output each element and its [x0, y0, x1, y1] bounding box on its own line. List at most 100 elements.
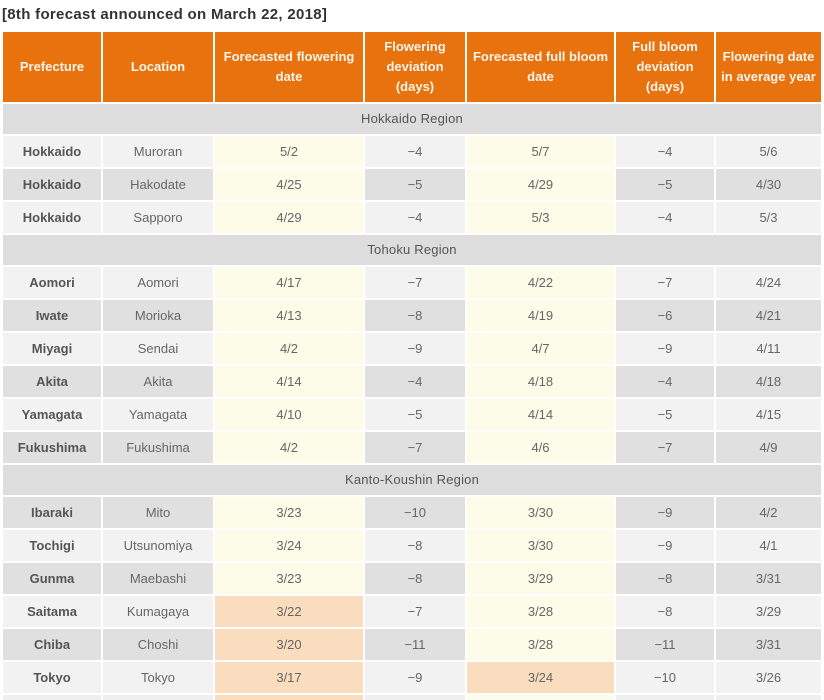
full-bloom-date-cell: 3/24: [467, 662, 614, 693]
flowering-date-cell: 4/13: [215, 300, 363, 331]
table-header-row: Prefecture Location Forecasted flowering…: [3, 32, 821, 102]
table-row: Tochigi Utsunomiya 3/24 −8 3/30 −9 4/1: [3, 530, 821, 561]
average-year-date-cell: 4/15: [716, 399, 821, 430]
table-row: Hokkaido Sapporo 4/29 −4 5/3 −4 5/3: [3, 202, 821, 233]
flowering-date-cell: 3/20: [215, 629, 363, 660]
full-bloom-date-cell: 5/3: [467, 202, 614, 233]
flowering-deviation-cell: −5: [365, 169, 465, 200]
flowering-deviation-cell: −7: [365, 596, 465, 627]
full-bloom-deviation-cell: −5: [616, 399, 714, 430]
flowering-date-cell: 4/14: [215, 366, 363, 397]
prefecture-cell: Chiba: [3, 629, 101, 660]
prefecture-cell: Hokkaido: [3, 169, 101, 200]
prefecture-cell: Tochigi: [3, 530, 101, 561]
flowering-deviation-cell: −4: [365, 136, 465, 167]
table-row: Hokkaido Muroran 5/2 −4 5/7 −4 5/6: [3, 136, 821, 167]
full-bloom-date-cell: 3/28: [467, 596, 614, 627]
full-bloom-deviation-cell: −6: [616, 300, 714, 331]
full-bloom-deviation-cell: −4: [616, 202, 714, 233]
average-year-date-cell: 3/29: [716, 596, 821, 627]
average-year-date-cell: 5/3: [716, 202, 821, 233]
prefecture-cell: Tokyo: [3, 662, 101, 693]
full-bloom-deviation-cell: −9: [616, 497, 714, 528]
table-row: Fukushima Fukushima 4/2 −7 4/6 −7 4/9: [3, 432, 821, 463]
region-header-row: Hokkaido Region: [3, 104, 821, 134]
flowering-date-cell: 4/17: [215, 267, 363, 298]
full-bloom-date-cell: 3/30: [467, 497, 614, 528]
full-bloom-deviation-cell: −4: [616, 136, 714, 167]
prefecture-cell: Miyagi: [3, 333, 101, 364]
flowering-date-cell: 4/25: [215, 169, 363, 200]
average-year-date-cell: 3/31: [716, 563, 821, 594]
table-row: Gunma Maebashi 3/23 −8 3/29 −8 3/31: [3, 563, 821, 594]
flowering-date-cell: 3/23: [215, 497, 363, 528]
flowering-deviation-cell: −9: [365, 333, 465, 364]
flowering-date-cell: 3/22: [215, 596, 363, 627]
region-title: Hokkaido Region: [3, 104, 821, 134]
average-year-date-cell: 4/11: [716, 333, 821, 364]
flowering-deviation-cell: −5: [365, 399, 465, 430]
average-year-date-cell: 4/2: [716, 497, 821, 528]
col-header-prefecture: Prefecture: [3, 32, 101, 102]
full-bloom-deviation-cell: −8: [616, 563, 714, 594]
table-header: Prefecture Location Forecasted flowering…: [3, 32, 821, 102]
location-cell: Yamagata: [103, 399, 213, 430]
full-bloom-deviation-cell: −7: [616, 267, 714, 298]
flowering-date-cell: 4/29: [215, 202, 363, 233]
prefecture-cell: Hokkaido: [3, 136, 101, 167]
prefecture-cell: Akita: [3, 366, 101, 397]
flowering-deviation-cell: −4: [365, 366, 465, 397]
flowering-deviation-cell: −4: [365, 202, 465, 233]
average-year-date-cell: 4/1: [716, 530, 821, 561]
table-row: Aomori Aomori 4/17 −7 4/22 −7 4/24: [3, 267, 821, 298]
table-row: Chiba Choshi 3/20 −11 3/28 −11 3/31: [3, 629, 821, 660]
full-bloom-date-cell: 3/30: [467, 530, 614, 561]
full-bloom-date-cell: 5/7: [467, 136, 614, 167]
location-cell: Kumagaya: [103, 596, 213, 627]
average-year-date-cell: 3/31: [716, 629, 821, 660]
full-bloom-deviation-cell: −5: [616, 169, 714, 200]
full-bloom-date-cell: [467, 695, 614, 700]
location-cell: Morioka: [103, 300, 213, 331]
prefecture-cell: Hokkaido: [3, 202, 101, 233]
location-cell: Sendai: [103, 333, 213, 364]
region-title: Kanto-Koushin Region: [3, 465, 821, 495]
col-header-flowering-deviation: Flowering deviation (days): [365, 32, 465, 102]
flowering-date-cell: 3/17: [215, 662, 363, 693]
full-bloom-date-cell: 4/19: [467, 300, 614, 331]
full-bloom-date-cell: 4/18: [467, 366, 614, 397]
location-cell: Sapporo: [103, 202, 213, 233]
table-row-cutoff: [3, 695, 821, 700]
flowering-date-cell: 4/2: [215, 333, 363, 364]
flowering-date-cell: 4/2: [215, 432, 363, 463]
full-bloom-deviation-cell: [616, 695, 714, 700]
region-header-row: Kanto-Koushin Region: [3, 465, 821, 495]
table-row: Yamagata Yamagata 4/10 −5 4/14 −5 4/15: [3, 399, 821, 430]
location-cell: Fukushima: [103, 432, 213, 463]
prefecture-cell: Iwate: [3, 300, 101, 331]
average-year-date-cell: 3/26: [716, 662, 821, 693]
full-bloom-date-cell: 4/7: [467, 333, 614, 364]
table-row: Akita Akita 4/14 −4 4/18 −4 4/18: [3, 366, 821, 397]
region-header-row: Tohoku Region: [3, 235, 821, 265]
full-bloom-deviation-cell: −7: [616, 432, 714, 463]
average-year-date-cell: 4/9: [716, 432, 821, 463]
flowering-deviation-cell: −8: [365, 300, 465, 331]
flowering-date-cell: 3/23: [215, 563, 363, 594]
average-year-date-cell: 4/21: [716, 300, 821, 331]
full-bloom-deviation-cell: −9: [616, 333, 714, 364]
location-cell: Aomori: [103, 267, 213, 298]
location-cell: Akita: [103, 366, 213, 397]
prefecture-cell: Gunma: [3, 563, 101, 594]
flowering-deviation-cell: −7: [365, 432, 465, 463]
full-bloom-date-cell: 3/28: [467, 629, 614, 660]
col-header-location: Location: [103, 32, 213, 102]
full-bloom-date-cell: 4/22: [467, 267, 614, 298]
flowering-date-cell: 4/10: [215, 399, 363, 430]
col-header-full-bloom-deviation: Full bloom deviation (days): [616, 32, 714, 102]
full-bloom-deviation-cell: −8: [616, 596, 714, 627]
average-year-date-cell: 4/18: [716, 366, 821, 397]
full-bloom-deviation-cell: −10: [616, 662, 714, 693]
table-row: Iwate Morioka 4/13 −8 4/19 −6 4/21: [3, 300, 821, 331]
flowering-deviation-cell: −10: [365, 497, 465, 528]
